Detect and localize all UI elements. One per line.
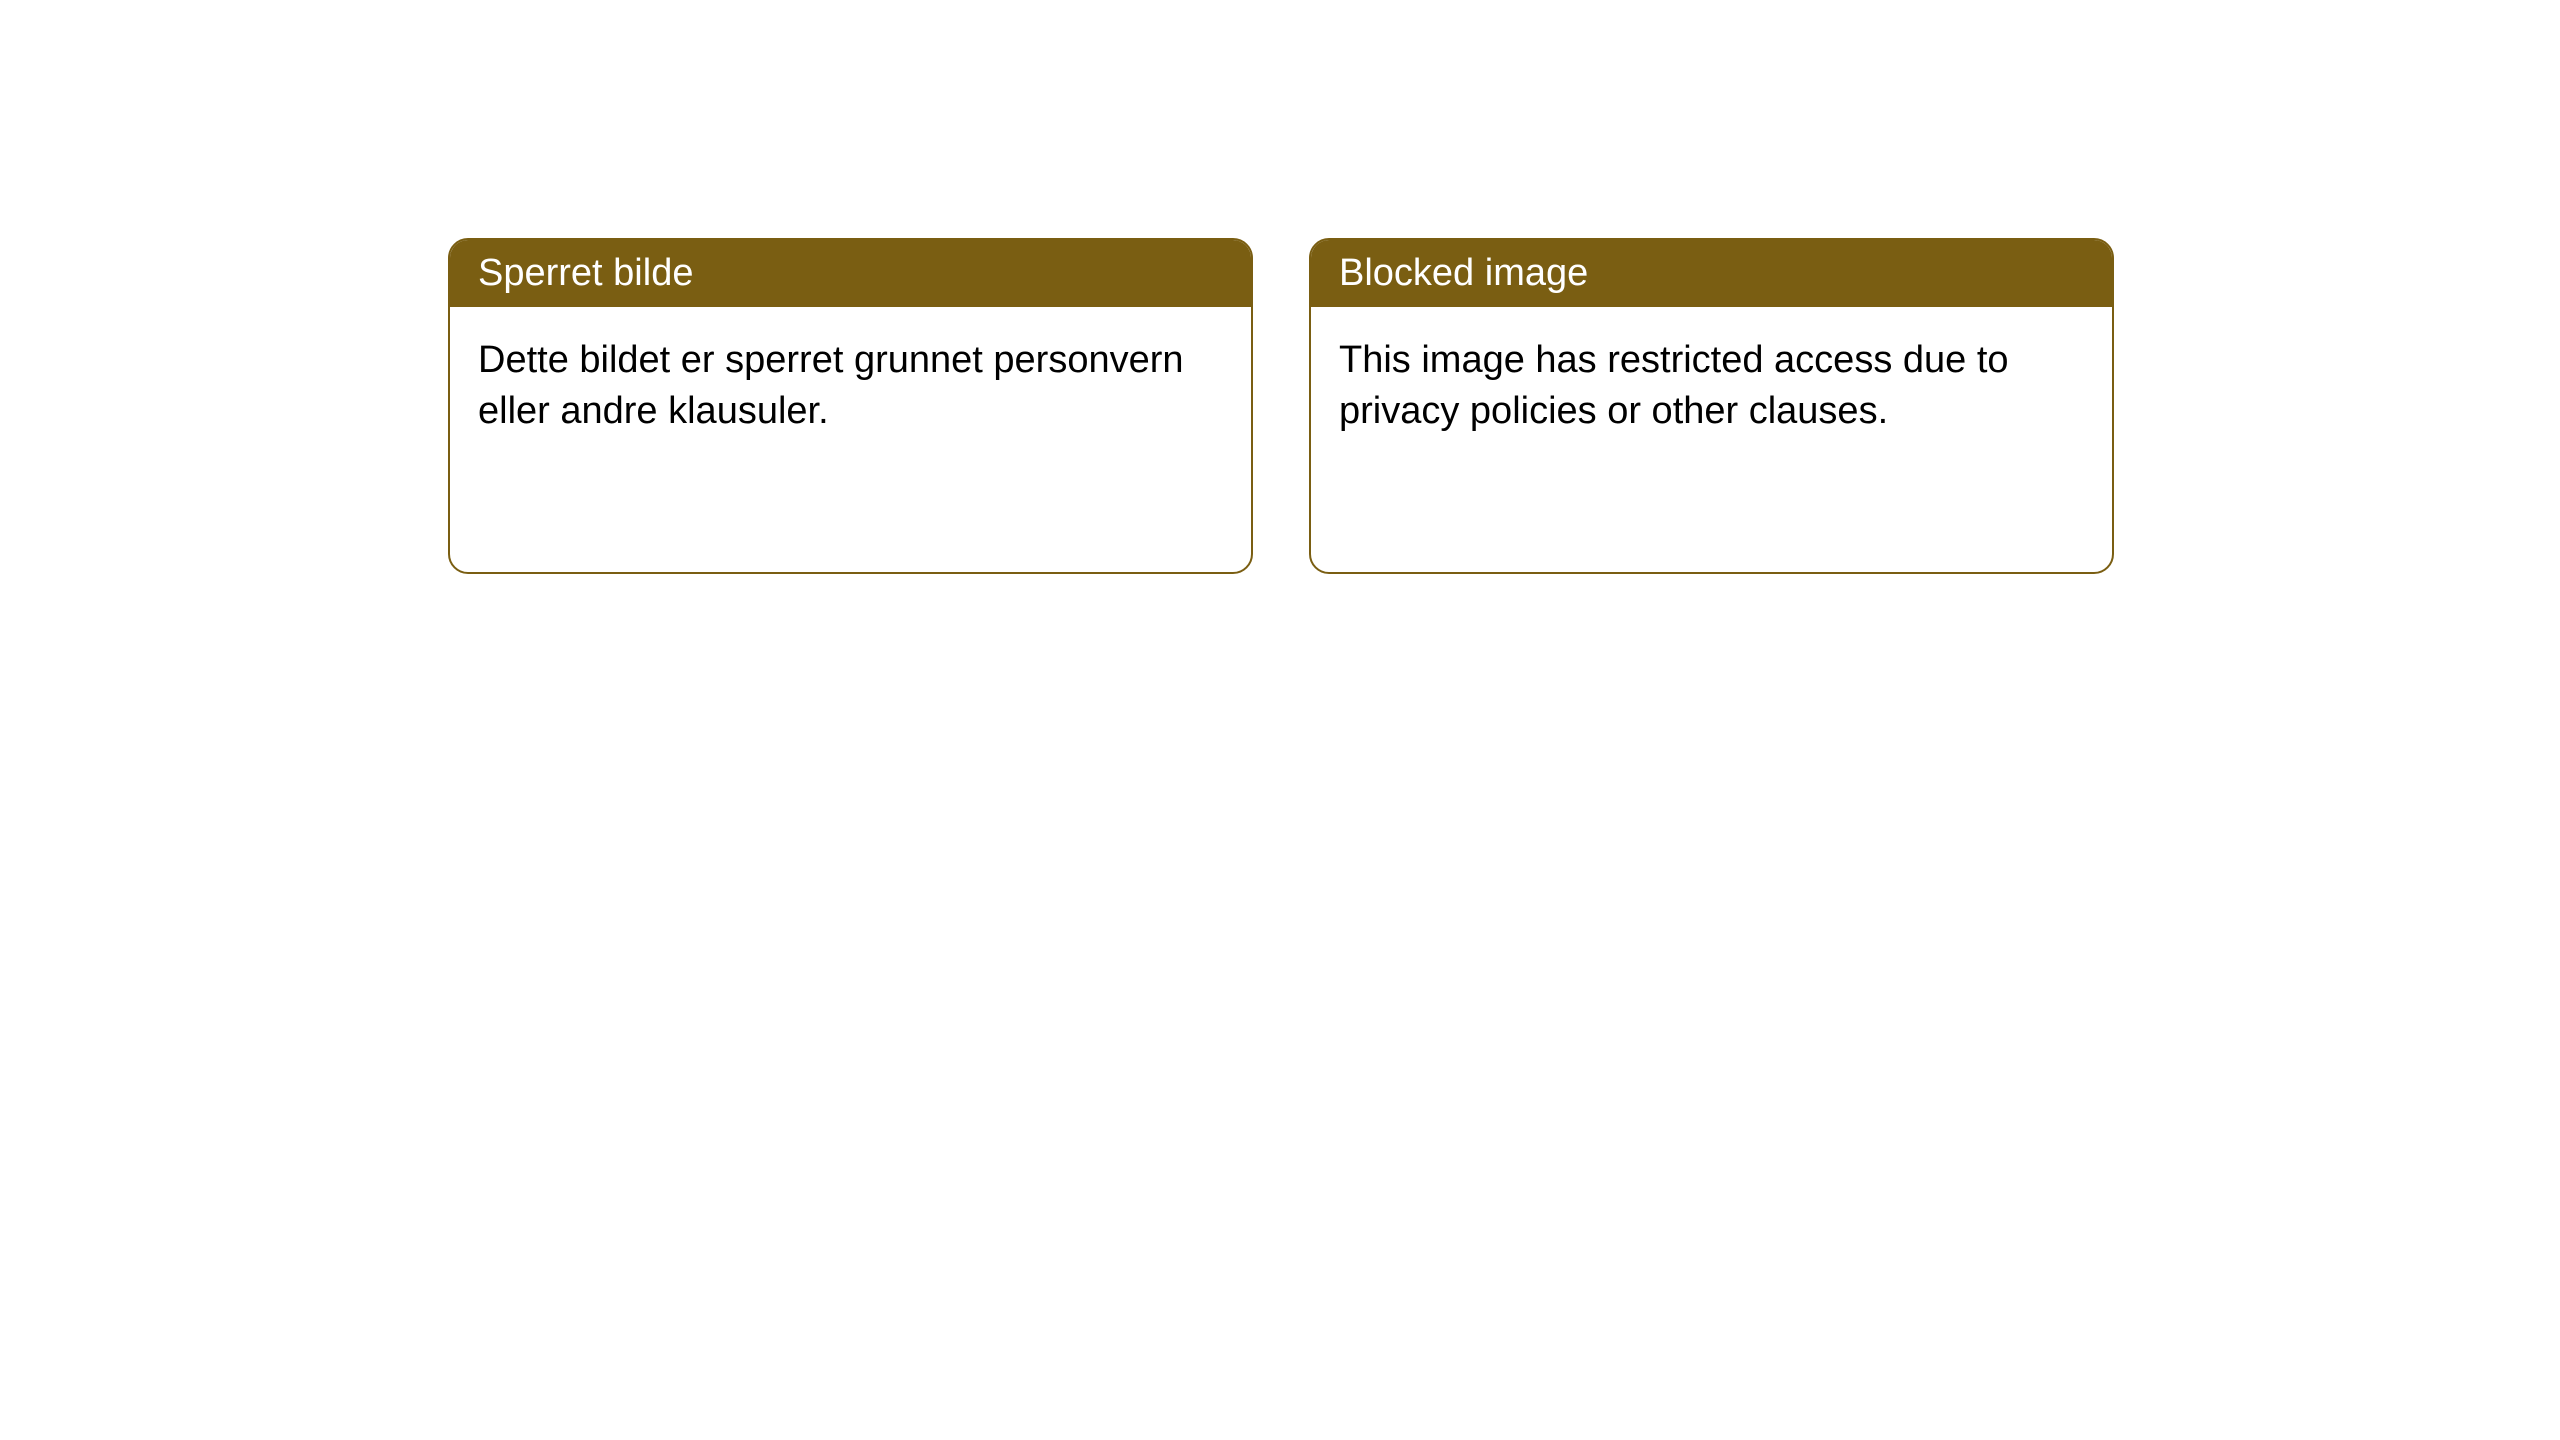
notice-card-english: Blocked image This image has restricted …: [1309, 238, 2114, 574]
notice-container: Sperret bilde Dette bildet er sperret gr…: [0, 0, 2560, 574]
notice-title: Sperret bilde: [478, 252, 693, 294]
notice-text: Dette bildet er sperret grunnet personve…: [478, 339, 1184, 432]
notice-header: Blocked image: [1311, 240, 2112, 307]
notice-body: This image has restricted access due to …: [1311, 307, 2112, 466]
notice-card-norwegian: Sperret bilde Dette bildet er sperret gr…: [448, 238, 1253, 574]
notice-title: Blocked image: [1339, 252, 1588, 294]
notice-header: Sperret bilde: [450, 240, 1251, 307]
notice-body: Dette bildet er sperret grunnet personve…: [450, 307, 1251, 466]
notice-text: This image has restricted access due to …: [1339, 339, 2009, 432]
